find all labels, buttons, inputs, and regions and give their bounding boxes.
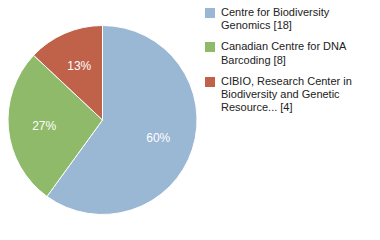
svg-text:27%: 27% xyxy=(32,119,56,133)
html-text:Canadian Centre for DNA Barcod: Canadian Centre for DNA Barcoding [8] xyxy=(221,40,347,66)
svg-text:60%: 60% xyxy=(146,131,170,145)
html-text:CIBIO, Research Center in Biod: CIBIO, Research Center in Biodiversity a… xyxy=(221,74,352,114)
html-text:Centre for Biodiversity Genomi: Centre for Biodiversity Genomics [18] xyxy=(221,6,330,32)
svg-text:13%: 13% xyxy=(67,59,91,73)
